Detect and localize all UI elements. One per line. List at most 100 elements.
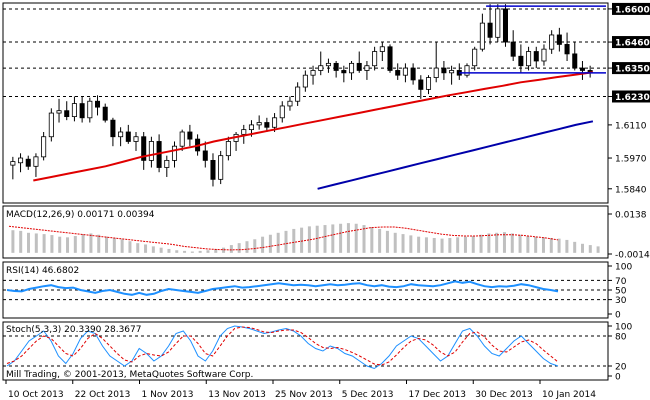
macd-histogram-bar <box>362 225 366 253</box>
macd-histogram-bar <box>237 243 241 253</box>
macd-histogram-bar <box>214 248 218 253</box>
price-tick-label: 1.5970 <box>615 155 647 165</box>
rsi-tick-label: 100 <box>615 263 632 273</box>
candle-body <box>356 62 362 71</box>
candle-body <box>518 55 524 67</box>
candle-body <box>564 44 570 55</box>
date-tick-label: 17 Dec 2013 <box>409 390 467 400</box>
price-label-bg <box>612 62 650 75</box>
rsi-line <box>6 280 559 296</box>
macd-histogram-bar <box>401 234 405 253</box>
candle-body <box>379 46 385 52</box>
macd-histogram-bar <box>34 233 38 253</box>
macd-histogram-bar <box>42 234 46 253</box>
macd-histogram-bar <box>73 236 77 253</box>
rsi-tick-label: 70 <box>615 277 627 287</box>
candle-body <box>302 74 308 88</box>
macd-histogram-bar <box>144 244 148 253</box>
macd-histogram-bar <box>432 237 436 253</box>
candle-body <box>79 103 85 119</box>
macd-histogram-bar <box>167 248 171 253</box>
candle-body <box>364 65 370 71</box>
price-tick-label: 1.5840 <box>615 185 647 195</box>
macd-signal-line <box>8 225 559 251</box>
candle-body <box>110 119 116 138</box>
date-tick-label: 1 Nov 2013 <box>142 390 194 400</box>
candle-body <box>95 100 101 108</box>
candle-body <box>341 70 347 74</box>
candle-body <box>502 8 508 43</box>
candle-body <box>402 67 408 76</box>
moving-average-red <box>33 71 594 182</box>
macd-histogram-bar <box>448 237 452 253</box>
date-tick-label: 30 Dec 2013 <box>475 390 533 400</box>
macd-histogram-bar <box>463 236 467 253</box>
candle-body <box>171 145 178 161</box>
macd-histogram-bar <box>596 246 600 253</box>
candle-body <box>572 53 578 69</box>
candle-body <box>218 155 224 180</box>
stoch-tick-label: 100 <box>615 323 632 333</box>
macd-histogram-bar <box>331 224 335 253</box>
macd-histogram-bar <box>580 243 584 253</box>
stoch-tick-label: 0 <box>615 373 621 383</box>
main-frame <box>2 2 609 204</box>
macd-histogram-bar <box>541 237 545 253</box>
macd-histogram-bar <box>50 235 54 253</box>
macd-histogram-bar <box>573 241 577 253</box>
macd-histogram-bar <box>19 230 23 253</box>
stoch-signal-line <box>6 326 559 366</box>
candle-body <box>541 48 547 62</box>
macd-histogram-bar <box>510 233 514 253</box>
candle-body <box>510 41 516 57</box>
macd-histogram-bar <box>253 239 257 253</box>
candle-body <box>310 70 316 76</box>
price-tick-label: 1.6110 <box>615 121 647 131</box>
macd-histogram-bar <box>105 236 109 253</box>
candle-body <box>133 136 139 142</box>
macd-histogram-bar <box>557 238 561 253</box>
price-label-bg <box>612 2 650 15</box>
macd-tick-label: 0.0138 <box>615 211 647 221</box>
macd-histogram-bar <box>549 237 553 253</box>
candle-body <box>225 141 231 157</box>
candle-body <box>148 141 154 161</box>
macd-histogram-bar <box>222 247 226 253</box>
candle-body <box>333 62 339 71</box>
macd-histogram-bar <box>27 232 31 253</box>
macd-histogram-bar <box>588 245 592 253</box>
candle-body <box>102 106 108 121</box>
macd-histogram-bar <box>378 228 382 253</box>
moving-average-blue <box>317 120 594 190</box>
date-tick-label: 10 Oct 2013 <box>8 390 64 400</box>
macd-histogram-bar <box>136 243 140 253</box>
macd-histogram-bar <box>261 236 265 253</box>
macd-histogram-bar <box>276 232 280 253</box>
macd-tick-label: -0.00142 <box>615 251 650 261</box>
candle-body <box>295 86 301 102</box>
stoch-tick-label: 80 <box>615 333 627 343</box>
macd-histogram-bar <box>128 241 132 253</box>
candle-body <box>472 48 478 67</box>
price-panel: 1.6600 1.6460 1.6350 1.6230 1.6110 1.5970 1.58… <box>2 2 650 204</box>
macd-histogram-bar <box>229 245 233 253</box>
macd-histogram-bar <box>151 246 155 253</box>
macd-histogram-bar <box>393 232 397 253</box>
candle-body <box>410 67 416 81</box>
candle-body <box>41 136 47 158</box>
candle-body <box>256 122 262 126</box>
macd-histogram-bar <box>409 235 413 253</box>
macd-frame <box>2 205 609 259</box>
macd-histogram-bar <box>417 236 421 253</box>
candle-body <box>287 100 293 107</box>
stoch-label: Stoch(5,3,3) 20.3390 28.3677 <box>6 325 141 335</box>
candle-body <box>179 131 185 147</box>
macd-histogram-bar <box>526 236 530 253</box>
candle-body <box>479 22 485 50</box>
macd-histogram-bar <box>81 234 85 253</box>
macd-histogram-bar <box>518 234 522 253</box>
macd-histogram-bar <box>89 233 93 253</box>
candle-body <box>549 34 555 50</box>
macd-histogram-bar <box>339 223 343 253</box>
